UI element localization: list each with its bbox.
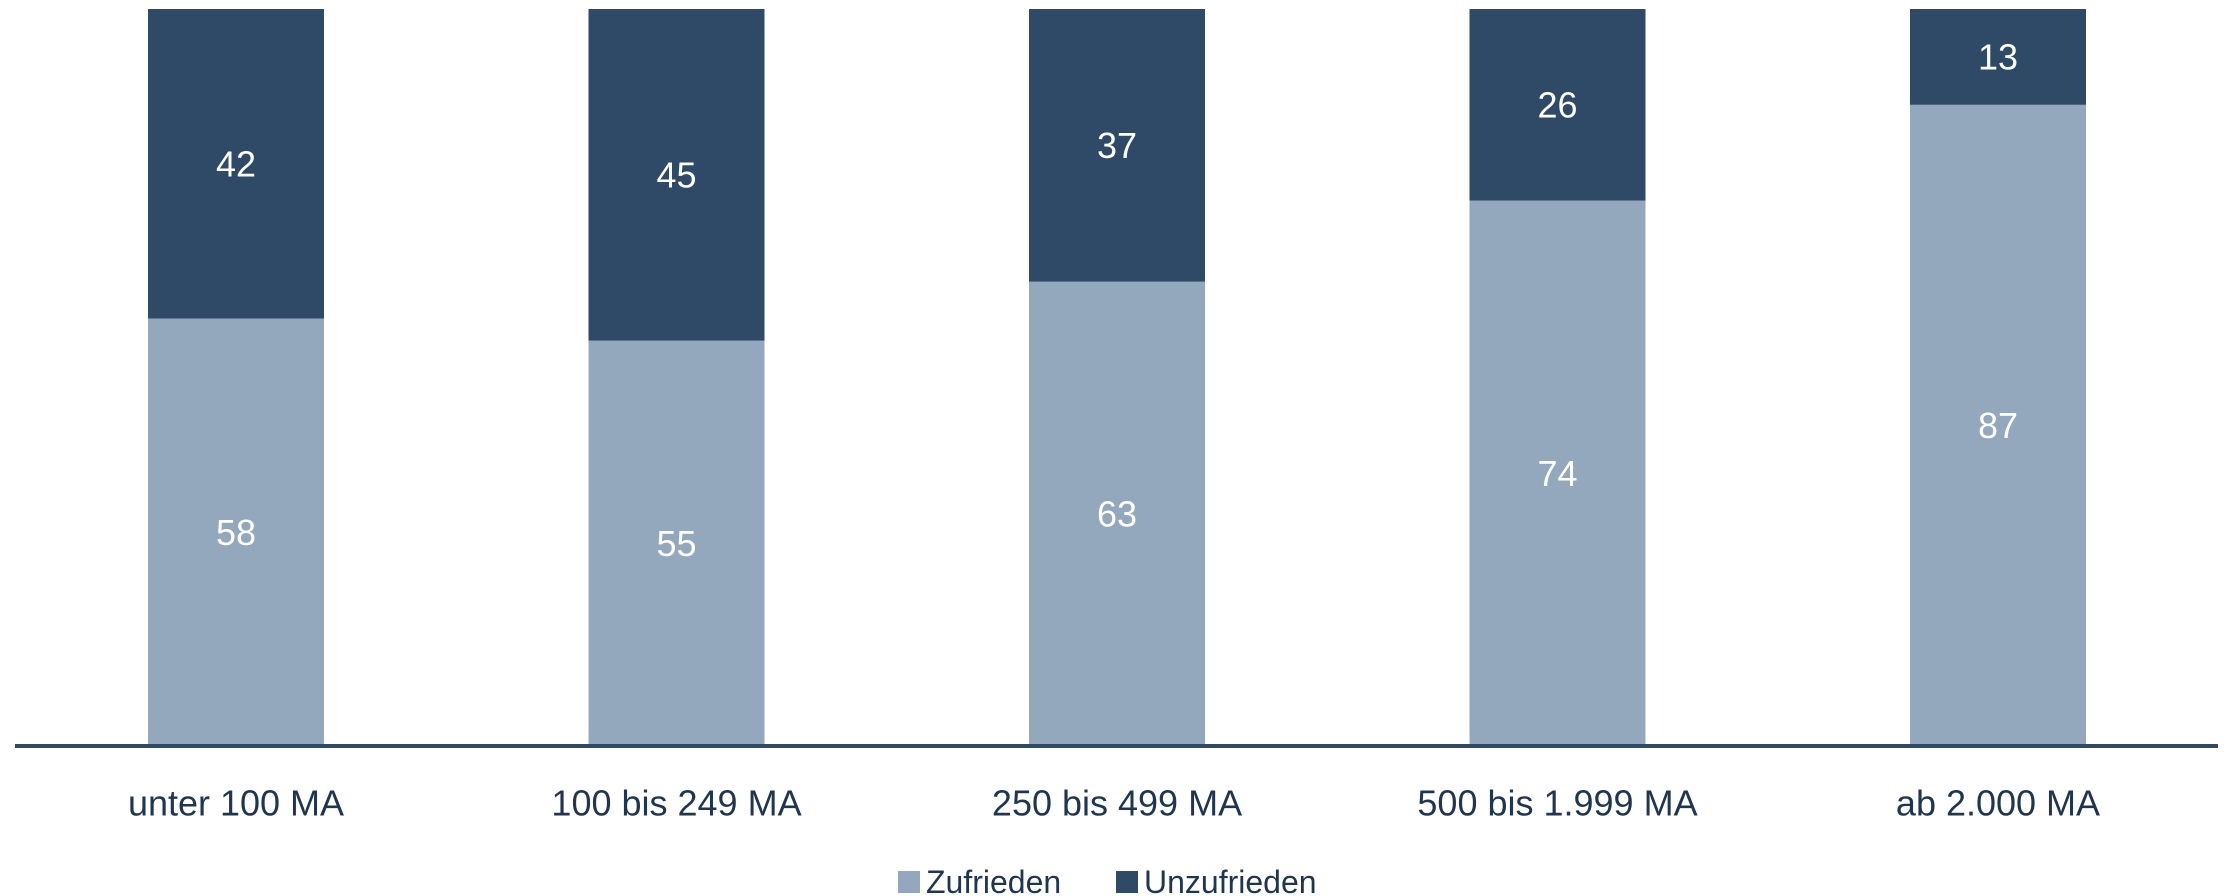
bar-unzufrieden-ab-2-000-ma [1910,9,2086,105]
bars-layer [148,9,2086,746]
bar-zufrieden-250-bis-499-ma [1029,281,1205,746]
bar-unzufrieden-500-bis-1-999-ma [1469,9,1646,201]
x-tick-label-unter-100-ma: unter 100 MA [128,783,344,824]
x-tick-labels-layer: unter 100 MA 100 bis 249 MA 250 bis 499 MA… [128,783,2100,824]
data-label-unzufrieden-500-bis-1-999-ma: 26 [1537,84,1577,125]
legend-swatch-unzufrieden [1116,871,1138,893]
data-labels-layer: 58 42 55 45 63 37 74 26 87 13 [216,36,2018,563]
bar-zufrieden-ab-2-000-ma [1910,104,2086,746]
data-label-unzufrieden-250-bis-499-ma: 37 [1097,125,1137,166]
data-label-zufrieden-ab-2-000-ma: 87 [1978,405,2018,446]
bar-unzufrieden-100-bis-249-ma [588,9,765,341]
data-label-zufrieden-unter-100-ma: 58 [216,512,256,553]
bar-unzufrieden-250-bis-499-ma [1029,9,1205,282]
legend-swatch-zufrieden [898,871,920,893]
data-label-zufrieden-250-bis-499-ma: 63 [1097,493,1137,534]
legend-label-unzufrieden: Unzufrieden [1144,864,1317,896]
bar-zufrieden-500-bis-1-999-ma [1469,200,1646,746]
data-label-unzufrieden-ab-2-000-ma: 13 [1978,36,2018,77]
data-label-unzufrieden-unter-100-ma: 42 [216,143,256,184]
data-label-unzufrieden-100-bis-249-ma: 45 [656,154,696,195]
bar-zufrieden-100-bis-249-ma [588,340,765,746]
x-tick-label-100-bis-249-ma: 100 bis 249 MA [551,783,801,824]
x-tick-label-500-bis-1-999-ma: 500 bis 1.999 MA [1417,783,1697,824]
bar-unzufrieden-unter-100-ma [148,9,324,319]
x-tick-label-ab-2-000-ma: ab 2.000 MA [1896,783,2100,824]
data-label-zufrieden-100-bis-249-ma: 55 [656,523,696,564]
bar-zufrieden-unter-100-ma [148,318,324,746]
legend: Zufrieden Unzufrieden [898,864,1317,896]
legend-label-zufrieden: Zufrieden [926,864,1061,896]
data-label-zufrieden-500-bis-1-999-ma: 74 [1537,453,1577,494]
x-tick-label-250-bis-499-ma: 250 bis 499 MA [992,783,1242,824]
